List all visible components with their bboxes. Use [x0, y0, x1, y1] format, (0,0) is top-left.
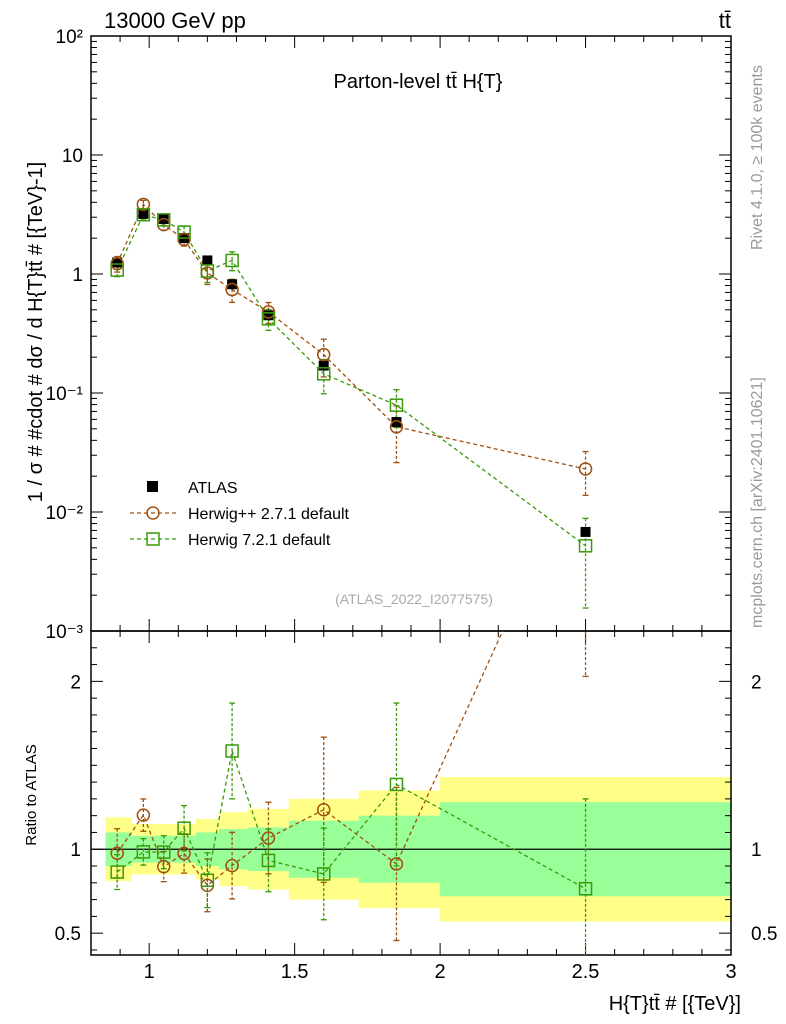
ratio-point-herwigpp: [177, 846, 191, 861]
ratio-y-tick-label-left: 1: [70, 840, 81, 861]
data-point-herwig7: [110, 263, 124, 277]
legend-marker-atlas: [147, 481, 158, 492]
y-tick-label: 10⁻²: [46, 503, 84, 524]
y-axis-label: 1 / σ # #cdot # dσ / d H{T}tt̄ # [{TeV}-…: [25, 162, 47, 502]
ratio-point-herwig7: [177, 821, 191, 836]
ratio-y-tick-label-left: 0.5: [55, 924, 81, 945]
mcplots-credit: mcplots.cern.ch [arXiv:2401.10621]: [749, 377, 766, 628]
ratio-point-herwig7: [200, 873, 215, 887]
data-point-herwig7: [177, 225, 191, 239]
x-tick-label: 1: [144, 961, 155, 983]
ratio-point-herwigpp: [156, 859, 171, 874]
ratio-point-herwig7: [261, 853, 276, 868]
y-tick-label: 10⁻³: [46, 622, 84, 643]
ratio-point-herwig7: [316, 867, 331, 881]
y-tick-label: 10²: [56, 27, 83, 48]
data-point-herwig7: [200, 264, 215, 278]
series-line-herwig7: [116, 213, 586, 547]
ratio-y-tick-label-right: 2: [751, 672, 762, 693]
data-point-atlas: [580, 526, 591, 537]
x-tick-label: 1.5: [281, 961, 309, 983]
data-point-herwigpp: [389, 420, 404, 434]
ratio-point-herwigpp: [389, 857, 404, 871]
ratio-line-herwigpp: [116, 631, 504, 887]
ratio-point-herwigpp: [136, 808, 151, 822]
ratio-point-herwigpp: [261, 831, 276, 845]
data-point-herwigpp: [136, 197, 151, 212]
data-point-herwig7: [578, 539, 593, 553]
y-tick-label: 10: [62, 146, 83, 167]
data-point-atlas: [391, 417, 402, 428]
ratio-y-tick-label-left: 2: [70, 672, 81, 693]
main-panel: Parton-level tt̄ H{T} (ATLAS_2022_I20775…: [25, 71, 503, 607]
ratio-series-group: [110, 631, 593, 955]
data-point-herwigpp: [578, 462, 593, 476]
data-point-atlas: [318, 360, 329, 371]
x-tick-label: 2.5: [572, 961, 600, 983]
legend: ATLAS Herwig++ 2.7.1 default Herwig 7.2.…: [130, 480, 350, 549]
y-tick-label: 10⁻¹: [46, 384, 84, 405]
series-line-herwigpp: [116, 203, 586, 470]
ratio-point-herwig7: [225, 744, 239, 758]
data-point-atlas: [263, 310, 274, 321]
ratio-y-tick-label-right: 1: [751, 840, 762, 861]
data-point-herwig7: [156, 213, 171, 227]
data-point-herwigpp: [316, 347, 331, 362]
ratio-y-axis-label: Ratio to ATLAS: [23, 744, 40, 845]
main-frame: [90, 35, 732, 632]
legend-marker-herwigpp: [146, 506, 160, 520]
header-left: 13000 GeV pp: [104, 8, 246, 33]
legend-label-herwigpp: Herwig++ 2.7.1 default: [188, 506, 350, 523]
legend-label-atlas: ATLAS: [188, 480, 238, 497]
ratio-point-herwig7: [389, 777, 404, 792]
ratio-point-herwig7: [156, 845, 171, 859]
ratio-point-herwigpp: [225, 858, 239, 873]
data-point-herwig7: [261, 312, 276, 326]
x-axis-label: H{T}tt̄ # [{TeV}]: [609, 993, 741, 1015]
ratio-point-herwigpp: [316, 802, 331, 817]
legend-marker-herwig7: [146, 532, 160, 546]
data-point-herwig7: [225, 253, 239, 268]
chart-title: Parton-level tt̄ H{T}: [334, 71, 503, 93]
ratio-point-herwigpp: [110, 846, 124, 861]
data-point-herwigpp: [261, 305, 276, 319]
ratio-line-herwig7: [116, 748, 586, 890]
data-point-herwig7: [389, 398, 404, 412]
y-tick-label: 1: [72, 265, 83, 286]
data-point-herwig7: [136, 207, 151, 222]
x-tick-label: 2: [435, 961, 446, 983]
header-right: tt̄: [719, 8, 731, 33]
ratio-point-herwig7: [136, 845, 151, 859]
data-point-herwigpp: [177, 232, 191, 247]
ratio-point-herwig7: [578, 881, 593, 896]
data-point-atlas: [138, 208, 149, 219]
data-point-herwig7: [316, 367, 331, 381]
rivet-version: Rivet 4.1.0, ≥ 100k events: [749, 65, 766, 250]
ratio-point-herwig7: [110, 865, 124, 879]
data-point-atlas: [112, 257, 123, 268]
analysis-label: (ATLAS_2022_I2077575): [335, 591, 493, 607]
legend-label-herwig7: Herwig 7.2.1 default: [188, 532, 331, 549]
ratio-y-tick-label-right: 0.5: [751, 924, 777, 945]
data-point-herwigpp: [225, 282, 239, 297]
x-tick-label: 3: [725, 961, 736, 983]
data-point-atlas: [202, 255, 213, 266]
